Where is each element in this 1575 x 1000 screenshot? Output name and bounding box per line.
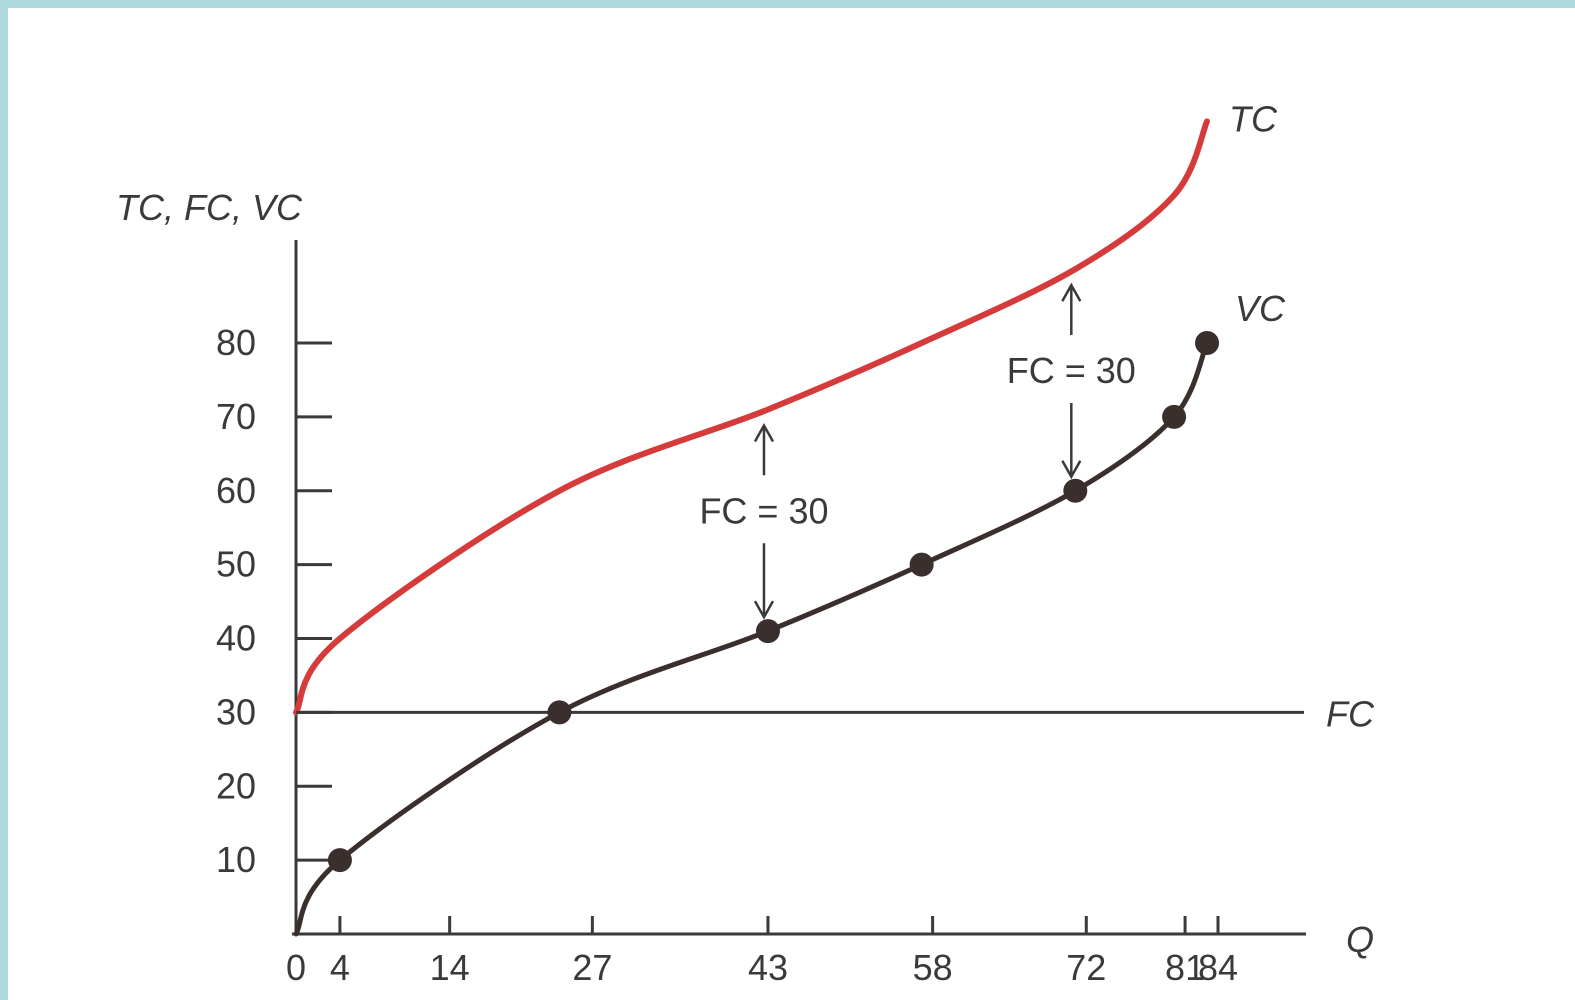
annotation-arrow-up-head (1061, 282, 1082, 302)
y-axis-label: TC, FC, VC (116, 187, 303, 228)
vc-point (909, 552, 934, 577)
vc-curve (293, 340, 1210, 937)
fc-annotation: FC = 30 (1007, 282, 1136, 480)
fc-annotation: FC = 30 (699, 422, 829, 620)
y-tick-label-10: 10 (216, 839, 256, 880)
y-tick-label-40: 40 (216, 618, 256, 659)
axes (292, 240, 1306, 936)
annotation-label: FC = 30 (1007, 350, 1136, 391)
fc-curve-label: FC (1326, 693, 1375, 734)
annotation-arrow-down-head (753, 600, 775, 620)
vc-point (755, 619, 780, 644)
vc-point (1162, 404, 1187, 429)
x-tick-label-72: 72 (1066, 947, 1106, 988)
y-tick-label-50: 50 (216, 544, 256, 585)
data-points (327, 331, 1220, 873)
x-tick-label-27: 27 (572, 947, 612, 988)
annotation-label: FC = 30 (699, 490, 828, 531)
y-tick-label-70: 70 (216, 396, 256, 437)
annotations: FC = 30 FC = 30 (699, 282, 1136, 620)
x-tick-label-43: 43 (748, 947, 788, 988)
x-tick-label-14: 14 (430, 947, 470, 988)
x-tick-label-81: 81 (1165, 947, 1205, 988)
x-tick-label-84: 84 (1198, 947, 1238, 988)
y-tick-label-20: 20 (216, 765, 256, 806)
vc-point (327, 848, 352, 873)
vc-point (547, 700, 572, 725)
y-tick-label-80: 80 (216, 322, 256, 363)
x-tick-label-0: 0 (286, 947, 306, 988)
tc-curve-label: TC (1229, 98, 1278, 139)
curves: VC TC FC (293, 98, 1375, 937)
y-tick-label-30: 30 (216, 691, 256, 732)
vc-curve-label: VC (1235, 288, 1286, 329)
x-axis-label: Q (1346, 919, 1374, 960)
chart-frame: 10 20 30 40 50 60 70 80 0 4 14 27 43 58 72 81 84 VC TC FC … (8, 8, 1575, 1000)
vc-point (1195, 331, 1220, 355)
x-tick-label-4: 4 (330, 947, 350, 988)
x-tick-label-58: 58 (913, 947, 953, 988)
tc-curve (293, 118, 1210, 716)
annotation-arrow-down-head (1061, 460, 1082, 480)
y-tick-label-60: 60 (216, 470, 256, 511)
vc-point (1063, 478, 1088, 503)
annotation-arrow-up-head (753, 422, 775, 443)
